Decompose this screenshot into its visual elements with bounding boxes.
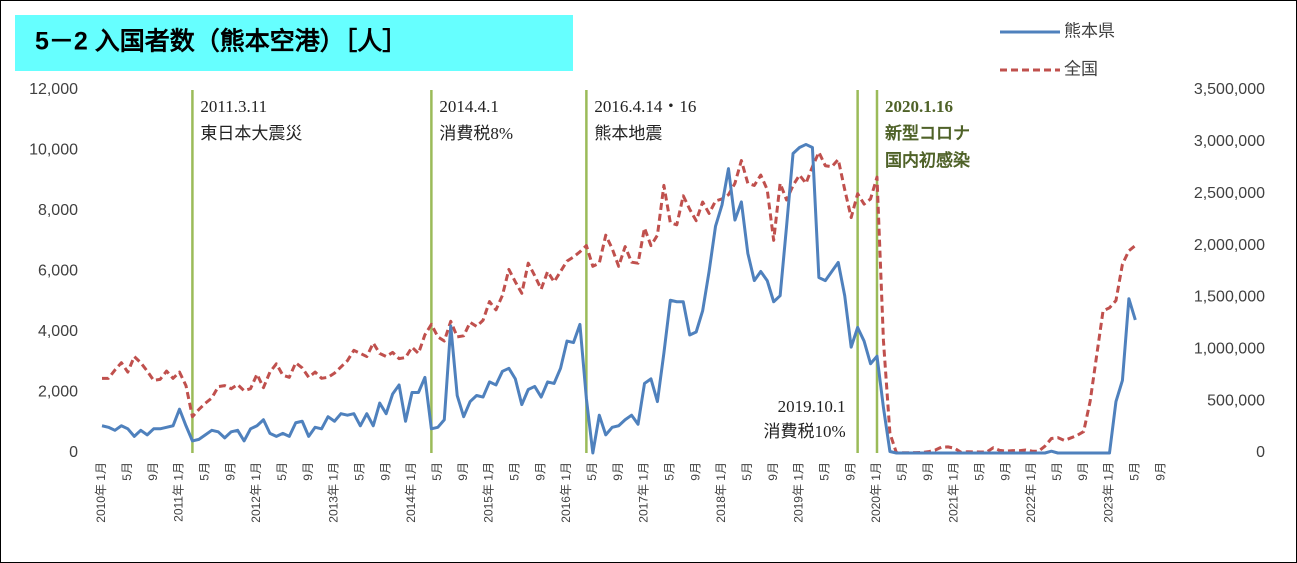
- x-tick-label: 2011年 1月: [172, 462, 186, 522]
- x-tick-label: 9月: [688, 462, 702, 481]
- x-tick-label: 9月: [1076, 462, 1090, 481]
- x-tick-label: 2019年 1月: [792, 462, 806, 523]
- x-tick-label: 5月: [895, 462, 909, 481]
- chart-title: 5－2 入国者数（熊本空港）［人］: [35, 27, 407, 56]
- y-tick-label: 0: [69, 444, 78, 461]
- y2-tick-label: 3,500,000: [1194, 81, 1265, 98]
- y-tick-label: 10,000: [29, 142, 78, 159]
- x-tick-label: 9月: [456, 462, 470, 481]
- title-box: [15, 15, 573, 71]
- x-tick-label: 5月: [1050, 462, 1064, 481]
- annotation-text: 消費税8%: [439, 124, 513, 143]
- y-tick-label: 6,000: [38, 263, 78, 280]
- annotation-text: 熊本地震: [594, 124, 662, 143]
- x-tick-label: 5月: [198, 462, 212, 481]
- x-tick-label: 5月: [663, 462, 677, 481]
- x-tick-label: 2023年 1月: [1102, 462, 1116, 523]
- x-tick-label: 9月: [533, 462, 547, 481]
- x-tick-label: 9月: [766, 462, 780, 481]
- x-tick-label: 2014年 1月: [404, 462, 418, 523]
- annotation-text: 2020.1.16: [885, 97, 953, 116]
- x-tick-label: 2015年 1月: [482, 462, 496, 523]
- annotation-text: 国内初感染: [885, 150, 970, 170]
- annotation-text: 2014.4.1: [439, 97, 499, 116]
- y-tick-label: 2,000: [38, 384, 78, 401]
- x-tick-label: 5月: [818, 462, 832, 481]
- series-line: [101, 142, 1137, 455]
- x-tick-label: 2020年 1月: [869, 462, 883, 523]
- x-tick-label: 9月: [301, 462, 315, 481]
- x-tick-label: 9月: [843, 462, 857, 481]
- annotation-text: 新型コロナ: [885, 123, 970, 143]
- series-line: [102, 150, 1137, 455]
- y2-tick-label: 2,500,000: [1194, 185, 1265, 202]
- annotation-text: 消費税10%: [763, 422, 845, 441]
- y2-tick-label: 1,500,000: [1194, 289, 1265, 306]
- x-tick-label: 5月: [585, 462, 599, 481]
- x-tick-label: 5月: [430, 462, 444, 481]
- y2-tick-label: 1,000,000: [1194, 341, 1265, 358]
- x-tick-label: 2017年 1月: [637, 462, 651, 523]
- y2-tick-label: 3,000,000: [1194, 133, 1265, 150]
- x-tick-label: 2016年 1月: [559, 462, 573, 523]
- x-tick-label: 2022年 1月: [1024, 462, 1038, 523]
- x-tick-label: 9月: [146, 462, 160, 481]
- legend-label: 熊本県: [1064, 21, 1115, 40]
- x-tick-label: 5月: [353, 462, 367, 481]
- x-tick-label: 9月: [611, 462, 625, 481]
- legend-label: 全国: [1064, 59, 1098, 78]
- y-tick-label: 4,000: [38, 323, 78, 340]
- x-tick-label: 2013年 1月: [327, 462, 341, 523]
- x-tick-label: 5月: [973, 462, 987, 481]
- x-tick-label: 9月: [223, 462, 237, 481]
- y2-tick-label: 500,000: [1207, 392, 1265, 409]
- annotation-text: 2016.4.14・16: [594, 97, 696, 116]
- annotation-text: 2011.3.11: [200, 97, 267, 116]
- x-tick-label: 5月: [1128, 462, 1142, 481]
- y2-tick-label: 0: [1256, 444, 1265, 461]
- x-tick-label: 9月: [378, 462, 392, 481]
- y2-tick-label: 2,000,000: [1194, 237, 1265, 254]
- x-tick-label: 5月: [275, 462, 289, 481]
- x-tick-label: 9月: [998, 462, 1012, 481]
- x-tick-label: 2018年 1月: [714, 462, 728, 523]
- x-tick-label: 2021年 1月: [947, 462, 961, 523]
- x-tick-label: 2010年 1月: [94, 462, 108, 523]
- x-tick-label: 9月: [1153, 462, 1167, 481]
- x-tick-label: 9月: [921, 462, 935, 481]
- y-tick-label: 12,000: [29, 81, 78, 98]
- y-tick-label: 8,000: [38, 202, 78, 219]
- x-tick-label: 2012年 1月: [249, 462, 263, 523]
- x-tick-label: 5月: [120, 462, 134, 481]
- x-tick-label: 5月: [508, 462, 522, 481]
- x-tick-label: 5月: [740, 462, 754, 481]
- annotation-text: 2019.10.1: [778, 397, 846, 416]
- annotation-text: 東日本大震災: [200, 124, 302, 143]
